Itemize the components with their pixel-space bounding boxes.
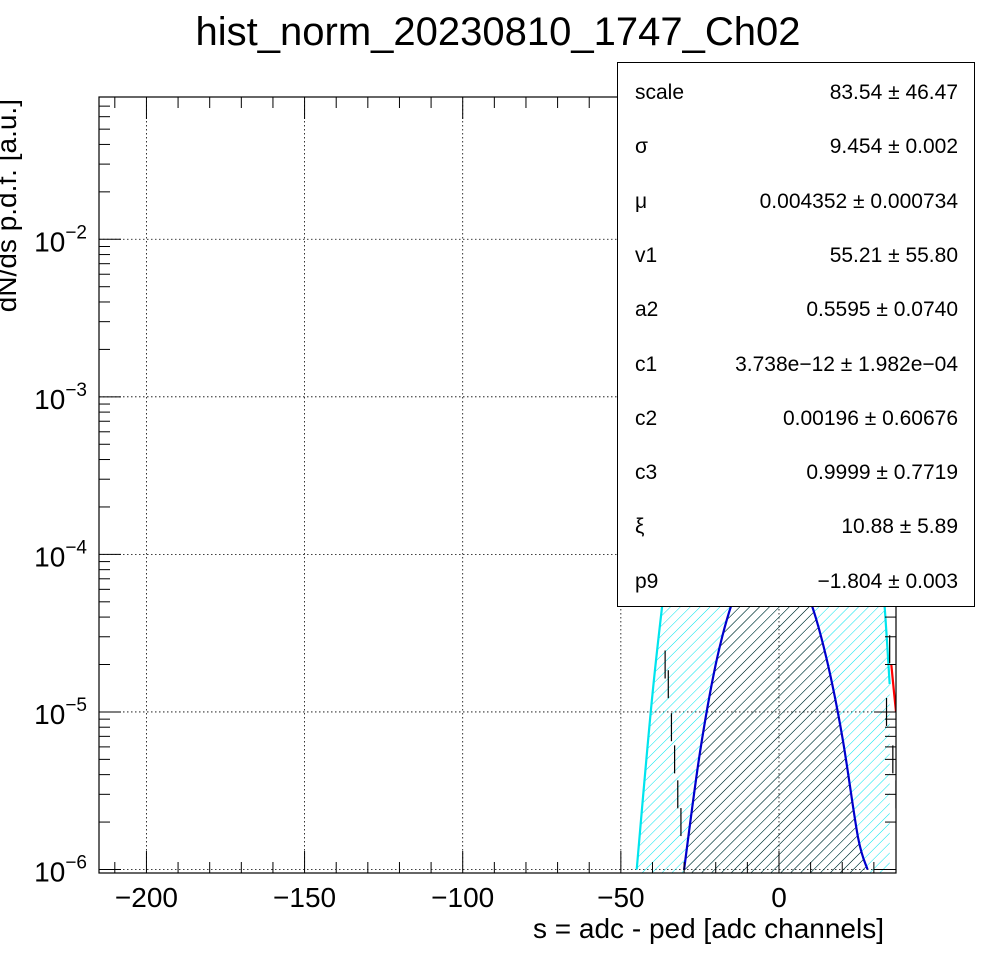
stat-value: 0.5595 ± 0.0740	[806, 298, 958, 322]
x-tick-label: −150	[273, 882, 336, 913]
stat-row: c1 3.738e−12 ± 1.982e−04	[618, 353, 974, 383]
x-tick-label: −100	[431, 882, 494, 913]
y-tick-label: 10−4	[34, 537, 87, 572]
stat-name: scale	[635, 81, 685, 104]
stat-name: σ	[635, 135, 648, 159]
data-points	[664, 635, 896, 837]
y-axis-label: dN/ds p.d.f. [a.u.]	[0, 99, 22, 312]
stat-value: 9.454 ± 0.002	[829, 135, 958, 159]
stat-name: μ	[635, 189, 648, 213]
stat-value: 0.00196 ± 0.60676	[782, 406, 958, 430]
stat-row: σ 9.454 ± 0.002	[618, 135, 974, 165]
stat-row: scale 83.54 ± 46.47	[618, 81, 974, 111]
stat-name: c1	[635, 352, 658, 376]
x-tick-label: 0	[771, 882, 787, 913]
stat-value: 83.54 ± 46.47	[829, 81, 958, 104]
stat-value: 55.21 ± 55.80	[829, 243, 958, 267]
x-tick-label: −200	[115, 882, 178, 913]
stat-name: v1	[635, 243, 658, 267]
stat-value: 0.9999 ± 0.7719	[806, 461, 958, 485]
y-tick-label: 10−6	[34, 852, 87, 887]
stat-name: c3	[635, 461, 658, 485]
series-fill-1	[684, 554, 868, 873]
stat-name: p9	[635, 569, 659, 593]
stat-row: ξ 10.88 ± 5.89	[618, 515, 974, 545]
stat-name: c2	[635, 406, 658, 430]
y-tick-label: 10−2	[34, 222, 87, 257]
fit-stats-box: scale 83.54 ± 46.47 σ 9.454 ± 0.002 μ 0.00435…	[617, 62, 975, 607]
x-axis-label: s = adc - ped [adc channels]	[533, 913, 884, 944]
stat-value: 10.88 ± 5.89	[841, 515, 958, 539]
stat-value: 0.004352 ± 0.000734	[759, 189, 958, 213]
series-line-2	[890, 664, 896, 713]
chart-title: hist_norm_20230810_1747_Ch02	[195, 10, 801, 54]
tick-labels: −200 −150 −100 −50 0 10−6 10−5 10−4 10−3 10−2	[34, 222, 787, 913]
stat-row: v1 55.21 ± 55.80	[618, 244, 974, 274]
x-tick-label: −50	[597, 882, 645, 913]
stat-row: p9 −1.804 ± 0.003	[618, 570, 974, 600]
stat-row: a2 0.5595 ± 0.0740	[618, 298, 974, 328]
y-tick-label: 10−5	[34, 695, 87, 730]
stat-row: μ 0.004352 ± 0.000734	[618, 190, 974, 220]
stat-name: a2	[635, 298, 659, 322]
y-tick-label: 10−3	[34, 380, 87, 415]
stat-row: c2 0.00196 ± 0.60676	[618, 407, 974, 437]
stat-value: −1.804 ± 0.003	[817, 569, 958, 593]
stat-name: ξ	[635, 515, 645, 539]
stat-value: 3.738e−12 ± 1.982e−04	[735, 352, 958, 376]
stat-row: c3 0.9999 ± 0.7719	[618, 461, 974, 491]
